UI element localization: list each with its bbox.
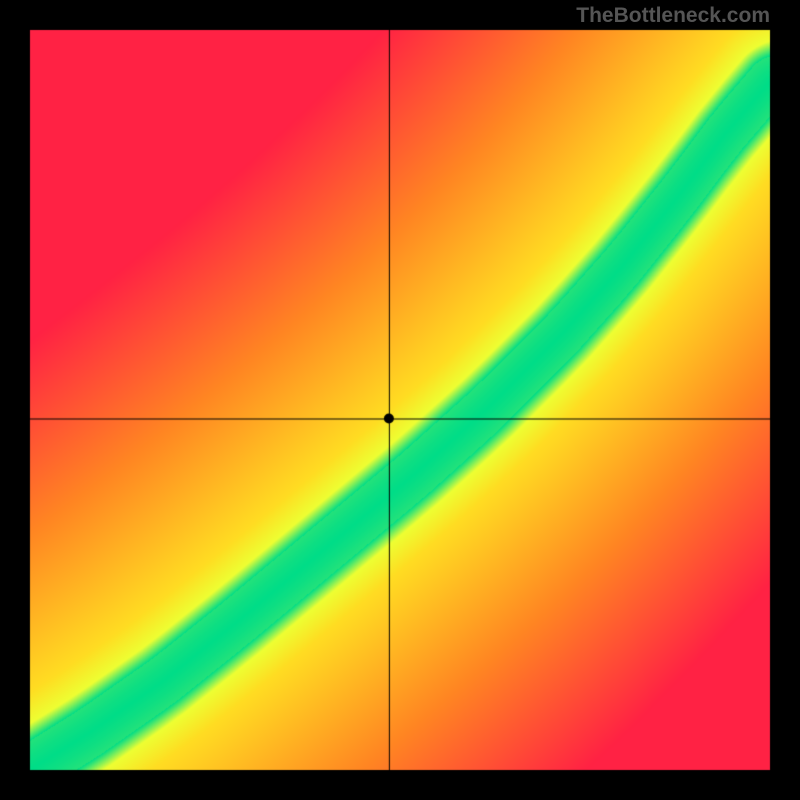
watermark-text: TheBottleneck.com [576, 4, 770, 28]
heatmap-canvas [0, 0, 800, 800]
chart-container: TheBottleneck.com [0, 0, 800, 800]
